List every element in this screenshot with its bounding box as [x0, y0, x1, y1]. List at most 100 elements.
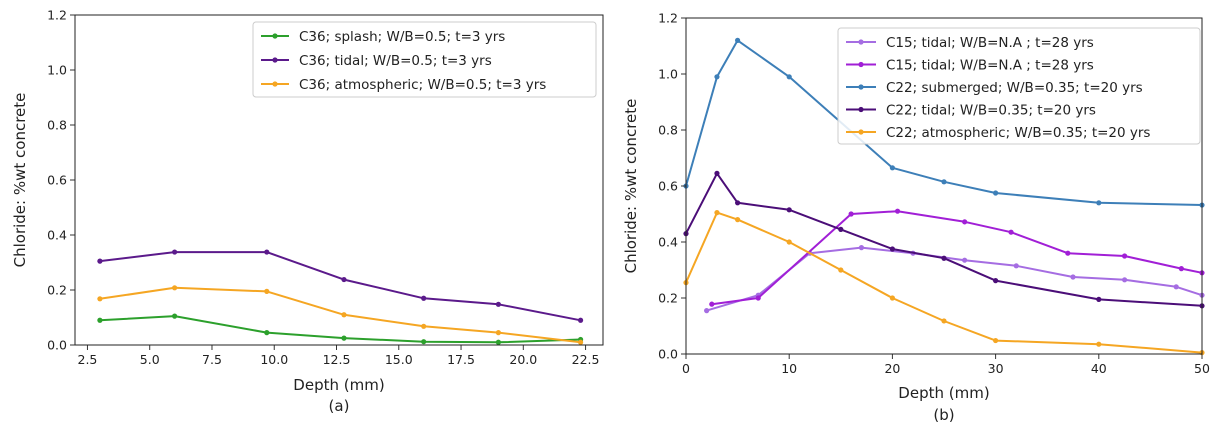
data-point: [889, 165, 896, 171]
x-tick-label: 2.5: [78, 352, 98, 367]
data-point: [172, 285, 178, 291]
data-point: [577, 339, 584, 345]
series-line: [99, 315, 581, 344]
data-point: [495, 330, 501, 336]
legend-marker: [858, 39, 864, 45]
data-point: [962, 219, 968, 225]
data-point: [495, 301, 501, 307]
data-point: [1065, 250, 1071, 256]
data-point: [1096, 296, 1102, 302]
series-line: [685, 172, 1203, 307]
series-line: [711, 210, 1203, 306]
data-point: [993, 190, 999, 196]
series-line: [99, 286, 581, 344]
data-point: [264, 330, 270, 336]
data-point: [1096, 341, 1102, 347]
x-tick-label: 30: [988, 361, 1004, 376]
data-point: [848, 211, 854, 217]
x-tick-label: 20: [884, 361, 900, 376]
y-tick-label: 0.6: [658, 179, 678, 194]
x-tick-label: 10: [781, 361, 797, 376]
y-tick-label: 0.2: [658, 291, 678, 306]
data-point: [704, 308, 710, 314]
y-tick-label: 1.2: [47, 8, 67, 23]
axes-frame: [685, 17, 1203, 355]
data-point: [264, 249, 270, 255]
x-tick-label: 50: [1194, 361, 1210, 376]
y-tick-label: 0.8: [47, 118, 67, 133]
data-point: [786, 207, 792, 213]
legend-marker: [858, 61, 864, 68]
legend-marker: [272, 81, 278, 87]
legend-label: C36; tidal; W/B=0.5; t=3 yrs: [299, 53, 492, 69]
x-tick-label: 5.0: [140, 352, 160, 367]
data-point: [421, 339, 427, 345]
legend-box: [252, 21, 597, 98]
legend-marker: [272, 57, 278, 63]
y-tick-label: 1.2: [658, 11, 678, 26]
data-point: [172, 313, 178, 319]
y-tick-label: 0.0: [658, 347, 678, 362]
legend-marker: [858, 129, 864, 135]
axes-frame: [74, 14, 604, 346]
data-point: [786, 74, 792, 80]
y-tick-label: 1.0: [47, 63, 67, 78]
data-point: [264, 288, 270, 294]
x-tick-label: 40: [1091, 361, 1107, 376]
legend-label: C22; tidal; W/B=0.35; t=20 yrs: [886, 103, 1096, 119]
data-point: [735, 200, 741, 206]
chart-a: 2.5 5.0 7.5 10.0 12.5 15.0 17.5 20.0 22.5 0.0 0.2 0…: [11, 8, 604, 415]
legend-label: C15; tidal; W/B=N.A ; t=28 yrs: [886, 35, 1094, 51]
x-tick-label: 0: [682, 361, 690, 376]
data-point: [941, 179, 947, 185]
data-point: [421, 295, 427, 301]
data-point: [714, 210, 720, 216]
data-point: [97, 258, 103, 264]
legend-marker: [858, 84, 864, 90]
data-point: [1070, 274, 1076, 280]
data-point: [993, 278, 999, 284]
data-point: [1096, 200, 1102, 206]
data-point: [97, 296, 103, 302]
data-point: [1013, 263, 1019, 269]
data-point: [838, 267, 844, 273]
y-axis-label: Chloride: %wt concrete: [622, 99, 640, 274]
data-point: [341, 276, 347, 283]
legend-label: C36; atmospheric; W/B=0.5; t=3 yrs: [299, 77, 546, 93]
y-axis-label: Chloride: %wt concrete: [11, 93, 29, 268]
y-tick-label: 1.0: [658, 67, 678, 82]
x-axis-label: Depth (mm): [293, 376, 384, 394]
y-tick-label: 0.0: [47, 338, 67, 353]
data-point: [755, 295, 761, 301]
data-point: [1122, 253, 1128, 259]
legend-box: [837, 27, 1201, 145]
subplot-caption: (a): [329, 397, 350, 415]
legend-label: C36; splash; W/B=0.5; t=3 yrs: [299, 29, 505, 45]
data-point: [786, 239, 792, 245]
x-tick-label: 17.5: [447, 352, 475, 367]
y-tick-label: 0.8: [658, 123, 678, 138]
data-point: [577, 317, 584, 323]
data-point: [962, 257, 968, 263]
x-tick-label: 12.5: [323, 352, 351, 367]
data-point: [1008, 229, 1014, 235]
legend-marker: [858, 106, 864, 113]
data-point: [858, 245, 865, 251]
legend-marker: [272, 33, 278, 39]
data-point: [341, 335, 347, 341]
data-point: [941, 255, 947, 261]
series-line: [99, 251, 581, 322]
data-point: [889, 246, 896, 252]
data-point: [1173, 284, 1179, 290]
data-point: [993, 337, 999, 344]
data-point: [735, 37, 741, 44]
legend-label: C22; submerged; W/B=0.35; t=20 yrs: [886, 80, 1143, 96]
x-tick-label: 22.5: [572, 352, 600, 367]
subplot-caption: (b): [933, 406, 954, 424]
data-point: [495, 339, 501, 345]
data-point: [421, 323, 427, 329]
data-point: [714, 74, 720, 80]
y-tick-label: 0.4: [47, 228, 67, 243]
